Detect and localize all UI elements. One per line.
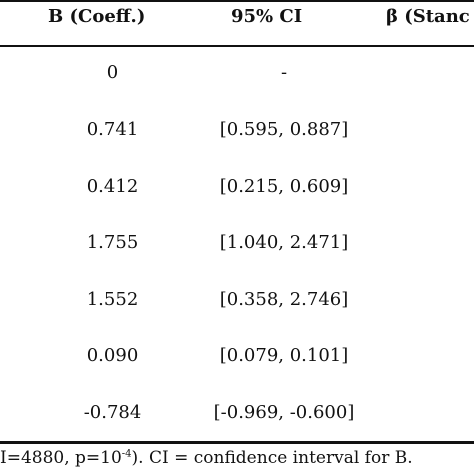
table-cell-ci: [0.358, 2.746]	[219, 289, 349, 310]
table-cell-ci: [0.595, 0.887]	[219, 119, 349, 140]
table-top-rule	[0, 0, 474, 2]
table-cell-ci: [1.040, 2.471]	[219, 232, 349, 253]
table-cell-b: 1.755	[86, 232, 139, 253]
header-confidence-interval: 95% CI	[231, 6, 303, 27]
table-cell-ci: -	[280, 62, 288, 83]
table-footnote: I=4880, p=10-4). CI = confidence interva…	[0, 447, 413, 469]
table-cell-ci: [0.079, 0.101]	[219, 345, 349, 366]
header-rule	[0, 45, 474, 47]
header-beta-standardized: β (Stanc	[386, 6, 470, 27]
table-cell-b: 1.552	[86, 289, 139, 310]
header-coefficient: B (Coeff.)	[48, 6, 146, 27]
table-cell-ci: [0.215, 0.609]	[219, 176, 349, 197]
table-cell-b: -0.784	[83, 402, 142, 423]
table-cell-b: 0.741	[86, 119, 139, 140]
table-cell-b: 0	[106, 62, 119, 83]
table-cell-b: 0.412	[86, 176, 139, 197]
table-bottom-rule	[0, 441, 474, 444]
table-cell-b: 0.090	[86, 345, 139, 366]
footnote-exponent: -4	[121, 448, 132, 460]
footnote-text-post: ). CI = confidence interval for B.	[131, 448, 413, 468]
table-cell-ci: [-0.969, -0.600]	[213, 402, 355, 423]
footnote-text-pre: I=4880, p=10	[0, 448, 122, 468]
